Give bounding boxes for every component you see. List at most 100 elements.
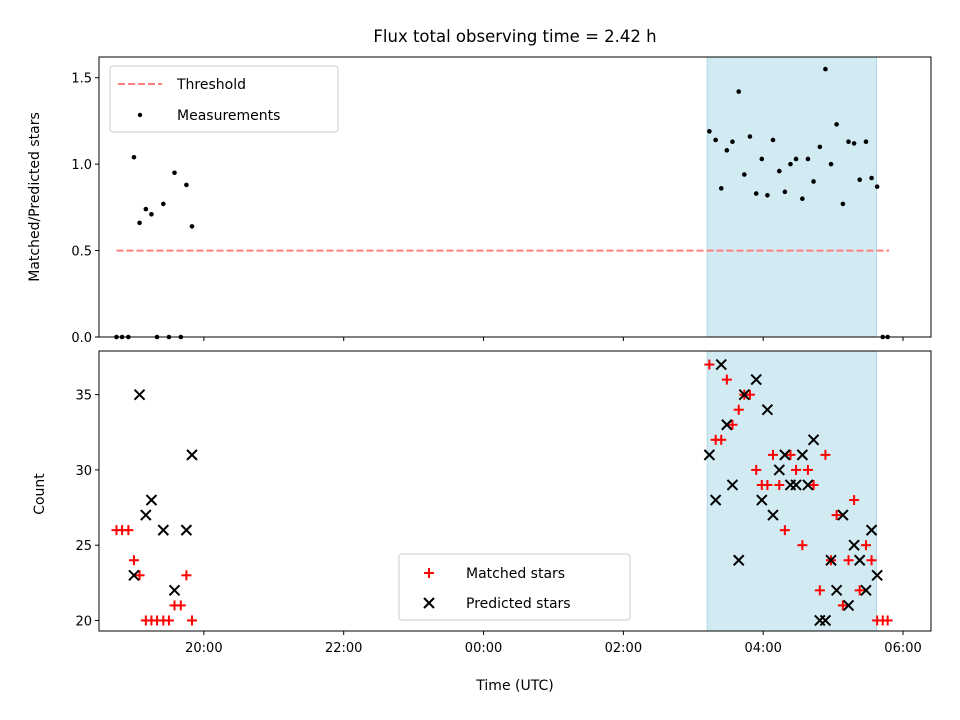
legend-matched-swatch [424,568,434,578]
measurement-point [736,89,742,94]
ratio-legend-box [109,65,339,133]
predicted-star-point [128,569,140,582]
matched-star-point [866,555,877,566]
legend-measurements-swatch [137,112,143,118]
measurement-point [143,206,149,212]
y-tick-label: 0.5 [71,245,92,260]
predicted-star-point [807,434,820,446]
measurement-point [131,154,137,160]
matched-star-point [785,449,796,460]
measurement-point [805,156,811,162]
measurement-point [137,220,142,226]
matched-star-point [854,585,865,596]
matched-star-point [791,464,802,475]
x-tick-label: 04:00 [744,641,781,656]
legend-matched-label: Matched stars [466,566,565,582]
predicted-star-point [738,388,751,401]
predicted-star-point [848,539,860,551]
predicted-star-point [721,419,733,431]
predicted-star-point [837,509,849,521]
y-tick-label: 30 [75,464,92,479]
matched-star-point [882,615,893,626]
ratio-panel-frame [98,56,932,338]
x-tick-label: 02:00 [605,641,642,656]
predicted-star-point [860,584,872,597]
measurement-point [857,177,862,183]
matched-star-point [727,419,738,430]
predicted-star-point [726,479,739,491]
matched-star-point [814,585,825,596]
measurement-point [817,144,823,150]
measurement-point [800,196,805,202]
measurement-point [793,156,799,162]
measurement-point [161,201,166,207]
matched-star-point [797,540,808,551]
count-y-axis-label: Count [32,473,48,515]
legend-threshold-label: Threshold [176,77,246,93]
measurement-point [747,134,753,139]
measurement-point [828,161,834,167]
x-tick-label: 00:00 [465,641,502,656]
predicted-star-point [802,479,814,491]
x-tick-label: 20:00 [185,641,222,656]
predicted-star-point [733,554,745,566]
predicted-star-point [133,388,146,401]
measurement-point [788,161,793,167]
predicted-star-point [168,584,181,597]
measurement-point [811,179,816,184]
observing-span [706,56,877,338]
measurement-point [149,211,154,217]
matched-star-point [779,525,790,536]
legend-predicted-label: Predicted stars [466,596,571,612]
predicted-star-point [796,449,809,461]
y-tick-label: 20 [75,614,92,629]
measurement-point [823,66,828,72]
measurement-point [776,168,782,174]
predicted-star-point [825,554,837,566]
matched-star-point [843,555,854,566]
predicted-star-point [842,599,855,612]
observing-span [706,350,877,632]
measurement-point [718,186,724,191]
predicted-star-point [715,358,727,371]
predicted-star-point [761,404,774,416]
predicted-star-point [830,584,843,597]
matched-star-point [123,525,134,536]
y-tick-label: 1.0 [71,158,92,173]
matched-star-point [128,555,139,566]
predicted-star-point [871,569,883,582]
measurement-point [840,201,846,207]
count-legend: Matched stars Predicted stars [398,553,631,621]
predicted-star-point [767,509,779,521]
predicted-star-point [853,554,866,566]
y-tick-label: 25 [75,539,92,554]
measurement-point [724,148,730,153]
ratio-legend: Threshold Measurements [109,65,339,133]
x-axis-label: Time (UTC) [475,678,553,694]
predicted-star-point [790,479,802,491]
predicted-star-point [756,494,768,506]
matched-star-point [849,495,860,506]
matched-star-point [181,570,192,581]
x-tick-label: 22:00 [325,641,362,656]
matched-star-point [820,449,831,460]
y-tick-label: 0.0 [71,331,92,346]
matched-star-point [762,479,773,490]
predicted-star-point [819,614,832,627]
predicted-star-point [750,373,762,386]
predicted-star-point [180,524,193,536]
legend-predicted-swatch [423,597,435,609]
measurement-point [707,129,712,134]
measurement-point [189,224,195,229]
measurement-point [834,122,839,127]
measurement-point [753,191,759,196]
matched-star-point [175,600,186,611]
measurement-point [730,139,735,144]
matched-star-point [767,449,778,460]
predicted-star-point [779,449,791,461]
measurement-point [846,139,851,144]
ratio-y-axis-label: Matched/Predicted stars [27,112,43,282]
measurement-point [851,141,857,146]
